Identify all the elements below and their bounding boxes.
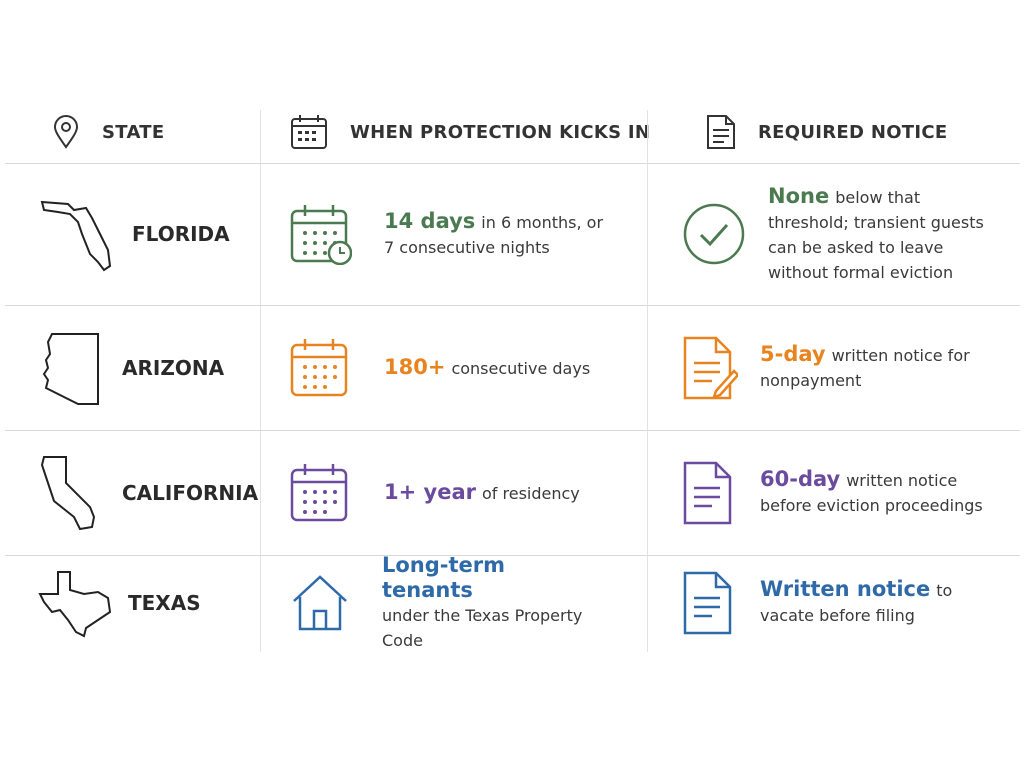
header-text: STATE bbox=[102, 121, 165, 143]
notice-cell: Written notice to vacate before filing bbox=[682, 555, 1012, 650]
divider bbox=[5, 163, 1020, 164]
protection-highlight: 1+ year bbox=[384, 479, 476, 504]
state-name: TEXAS bbox=[128, 590, 201, 615]
protection-highlight: 14 days bbox=[384, 208, 476, 233]
protection-text: Long-term tenants under the Texas Propert… bbox=[382, 553, 602, 653]
calendar-icon bbox=[291, 115, 327, 149]
notice-text: 60-day written notice before eviction pro… bbox=[760, 467, 990, 518]
calendar-icon bbox=[290, 463, 348, 521]
protection-text: 1+ year of residency bbox=[384, 480, 604, 506]
notice-detail: below that threshold; transient guests c… bbox=[768, 187, 984, 282]
calendar-icon bbox=[290, 205, 352, 265]
state-cell: TEXAS bbox=[38, 555, 253, 650]
divider bbox=[5, 555, 1020, 556]
header-protection: WHEN PROTECTION KICKS IN bbox=[290, 112, 650, 152]
notice-cell: 5-day written notice for nonpayment bbox=[682, 305, 1012, 430]
state-map-icon bbox=[42, 332, 99, 405]
divider bbox=[5, 430, 1020, 431]
notice-highlight: None bbox=[768, 183, 830, 208]
document-icon bbox=[683, 571, 732, 634]
header-text: REQUIRED NOTICE bbox=[758, 121, 948, 143]
document-icon bbox=[683, 461, 732, 524]
protection-detail: under the Texas Property Code bbox=[382, 605, 583, 650]
protection-detail: consecutive days bbox=[451, 358, 591, 378]
notice-text: Written notice to vacate before filing bbox=[760, 577, 990, 628]
protection-highlight: 180+ bbox=[384, 354, 446, 379]
document-icon bbox=[683, 336, 738, 399]
check-icon bbox=[683, 203, 745, 265]
document-icon bbox=[707, 115, 735, 149]
notice-text: None below that threshold; transient gues… bbox=[768, 184, 998, 285]
protection-highlight: Long-term tenants bbox=[382, 552, 506, 602]
calendar-icon bbox=[290, 338, 348, 396]
state-map-icon bbox=[38, 570, 112, 637]
notice-highlight: Written notice bbox=[760, 577, 931, 601]
column-divider bbox=[260, 110, 261, 652]
header-text: WHEN PROTECTION KICKS IN bbox=[350, 121, 651, 143]
pin-icon bbox=[53, 115, 79, 149]
protection-detail: of residency bbox=[481, 483, 580, 503]
notice-detail: written notice for nonpayment bbox=[760, 346, 970, 390]
state-cell: ARIZONA bbox=[38, 305, 253, 430]
protection-cell: 14 days in 6 months, or 7 consecutive nig… bbox=[290, 163, 640, 305]
notice-highlight: 5-day bbox=[760, 342, 826, 366]
state-name: ARIZONA bbox=[122, 355, 225, 380]
notice-detail: to vacate before filing bbox=[760, 581, 953, 625]
state-name: FLORIDA bbox=[132, 222, 230, 246]
header-state: STATE bbox=[52, 112, 164, 152]
protection-cell: 1+ year of residency bbox=[290, 430, 640, 555]
divider bbox=[5, 305, 1020, 306]
state-cell: FLORIDA bbox=[38, 163, 253, 305]
state-map-icon bbox=[40, 455, 96, 530]
protection-text: 14 days in 6 months, or 7 consecutive nig… bbox=[384, 209, 604, 260]
state-map-icon bbox=[40, 200, 112, 272]
notice-detail: written notice before eviction proceedin… bbox=[760, 471, 983, 515]
state-name: CALIFORNIA bbox=[122, 480, 259, 505]
state-cell: CALIFORNIA bbox=[38, 430, 258, 555]
header-notice: REQUIRED NOTICE bbox=[706, 112, 947, 152]
protection-detail: in 6 months, or 7 consecutive nights bbox=[384, 212, 604, 257]
notice-cell: None below that threshold; transient gues… bbox=[682, 163, 1012, 305]
notice-text: 5-day written notice for nonpayment bbox=[760, 342, 990, 393]
house-icon bbox=[293, 574, 347, 630]
notice-highlight: 60-day bbox=[760, 467, 841, 491]
protection-text: 180+ consecutive days bbox=[384, 355, 604, 381]
protection-cell: 180+ consecutive days bbox=[290, 305, 640, 430]
notice-cell: 60-day written notice before eviction pro… bbox=[682, 430, 1012, 555]
column-divider bbox=[647, 110, 648, 652]
protection-cell: Long-term tenants under the Texas Propert… bbox=[290, 553, 640, 653]
